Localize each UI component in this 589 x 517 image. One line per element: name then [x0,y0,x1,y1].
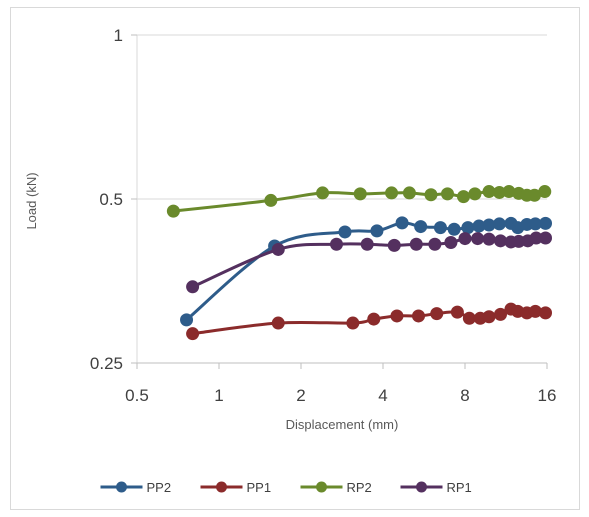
series-point-pp1 [367,312,381,326]
series-point-rp1 [494,234,508,248]
series-point-rp1 [428,237,442,251]
series-point-pp1 [271,316,285,330]
series-point-rp2 [482,185,496,199]
series-point-rp1 [271,242,285,256]
series-point-rp2 [468,187,482,201]
x-tick-label: 8 [460,386,469,405]
y-tick-label: 0.5 [99,190,123,209]
series-point-pp2 [370,224,384,238]
series-point-pp2 [528,217,542,231]
series-point-pp1 [528,304,542,318]
chart-frame [10,7,580,510]
series-point-pp2 [395,216,409,230]
legend-marker-rp2 [316,481,327,493]
series-point-pp1 [539,306,553,320]
series-point-rp2 [424,188,438,202]
y-tick-label: 0.25 [90,354,123,373]
series-point-pp1 [494,307,508,321]
x-tick-label: 2 [296,386,305,405]
series-point-rp2 [385,186,399,200]
series-point-rp1 [330,237,344,251]
series-point-rp1 [360,237,374,251]
series-point-rp2 [264,193,278,207]
series-point-pp1 [412,309,426,323]
series-point-pp1 [462,311,476,325]
series-point-rp2 [528,188,542,202]
series-point-rp1 [458,232,472,246]
series-point-rp2 [538,185,552,199]
series-point-rp1 [444,236,458,250]
series-point-rp2 [353,187,367,201]
series-point-rp1 [409,237,423,251]
series-point-pp2 [461,221,475,235]
legend-label-pp2: PP2 [147,480,172,495]
series-point-rp2 [492,185,506,199]
series-point-pp2 [433,221,447,235]
x-tick-label: 4 [378,386,387,405]
y-tick-label: 1 [114,26,123,45]
series-point-rp1 [387,238,401,252]
series-point-pp2 [472,219,486,233]
series-point-pp1 [186,327,200,341]
series-point-rp1 [529,231,543,245]
series-point-pp2 [539,216,553,230]
series-point-rp2 [502,185,516,199]
legend-marker-pp2 [116,481,127,493]
series-point-rp2 [441,187,455,201]
legend-label-rp1: RP1 [447,480,472,495]
series-point-pp2 [338,225,352,239]
legend-marker-rp1 [416,481,427,493]
series-point-rp1 [482,232,496,246]
series-point-pp2 [492,217,506,231]
legend-marker-pp1 [216,481,227,493]
series-point-pp2 [482,218,496,232]
series-point-pp1 [482,310,496,324]
series-point-rp1 [471,232,485,246]
x-tick-label: 16 [538,386,557,405]
series-point-rp2 [457,190,471,204]
series-point-pp1 [430,307,444,321]
series-point-pp1 [450,305,464,319]
series-point-rp1 [186,280,200,294]
x-axis-title: Displacement (mm) [286,417,399,432]
series-point-pp1 [390,309,404,323]
series-point-rp2 [402,186,416,200]
series-point-rp2 [166,204,180,218]
x-tick-label: 0.5 [125,386,149,405]
legend-label-rp2: RP2 [347,480,372,495]
series-point-rp1 [539,231,553,245]
series-point-pp2 [180,313,194,327]
series-point-pp2 [414,220,428,234]
y-axis-title: Load (kN) [24,172,39,229]
x-tick-label: 1 [214,386,223,405]
series-point-pp2 [447,222,461,236]
series-point-rp2 [316,186,330,200]
legend-label-pp1: PP1 [247,480,272,495]
series-point-pp1 [346,316,360,330]
